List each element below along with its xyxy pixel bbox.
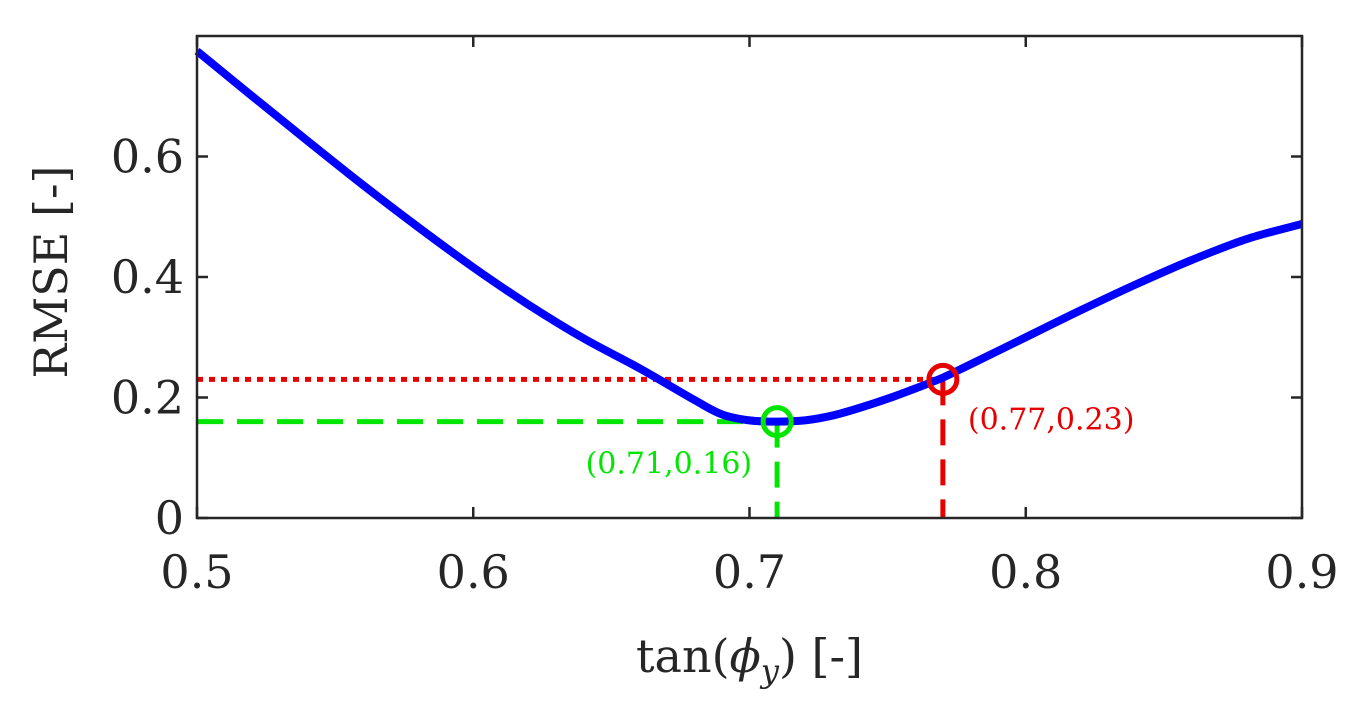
y-tick-label: 0.2 xyxy=(111,371,184,425)
x-axis-title-post: ) [-] xyxy=(779,629,863,683)
marker-guides xyxy=(197,376,946,518)
y-tick-label: 0.6 xyxy=(111,130,184,184)
x-axis-title: tan(ϕy) [-] xyxy=(636,629,863,690)
marker-layer: (0.71,0.16) (0.77,0.23) xyxy=(586,362,1135,482)
x-tick-label: 0.7 xyxy=(713,545,786,599)
y-tick-label: 0.4 xyxy=(111,250,184,304)
x-tick-label: 0.5 xyxy=(160,545,233,599)
x-axis-title-pre: tan( xyxy=(636,629,729,683)
curve-layer xyxy=(194,47,1304,426)
x-tick-label: 0.6 xyxy=(437,545,510,599)
x-axis-title-sub: y xyxy=(759,652,780,690)
x-axis-ticks: 0.5 0.6 0.7 0.8 0.9 xyxy=(160,36,1339,599)
rmse-curve-line xyxy=(194,47,1304,426)
y-axis-title: RMSE [-] xyxy=(24,166,78,379)
optimum-marker xyxy=(760,405,794,439)
x-tick-label: 0.9 xyxy=(1265,545,1338,599)
selected-marker xyxy=(926,362,960,396)
x-tick-label: 0.8 xyxy=(989,545,1062,599)
y-axis-ticks: 0 0.2 0.4 0.6 xyxy=(111,130,1302,545)
optimum-label: (0.71,0.16) xyxy=(586,447,753,482)
x-axis-title-symbol: ϕ xyxy=(730,629,761,683)
y-tick-label: 0 xyxy=(155,491,184,545)
selected-label: (0.77,0.23) xyxy=(968,402,1135,437)
